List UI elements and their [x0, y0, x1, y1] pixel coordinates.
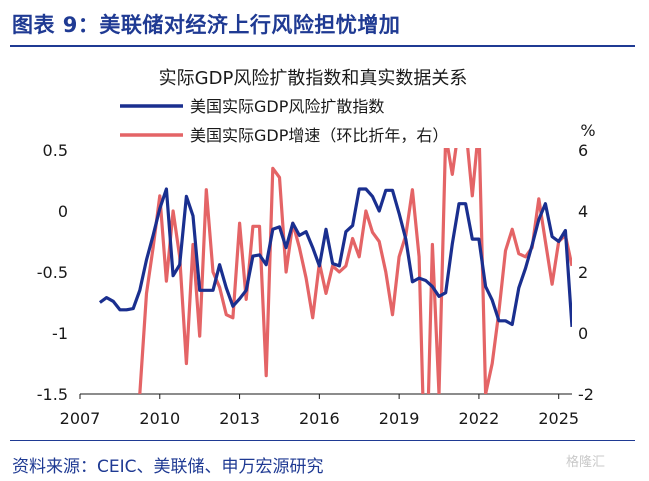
right-axis-unit: %: [580, 121, 595, 140]
right-tick-label: 4: [578, 202, 588, 221]
plot-area: [98, 148, 572, 394]
legend: 美国实际GDP风险扩散指数 美国实际GDP增速（环比折年，右）: [120, 97, 448, 145]
left-tick-label: -1.5: [37, 385, 68, 404]
right-tick-label: 6: [578, 141, 588, 160]
source-divider: [10, 440, 635, 441]
source-note: 资料来源：CEIC、美联储、申万宏源研究: [12, 457, 324, 477]
x-tick-label: 2007: [60, 409, 101, 428]
chart-title: 实际GDP风险扩散指数和真实数据关系: [159, 68, 468, 89]
axes: 2007 2010 2013 2016 2019 2022 2025 0.5 0 -0.5 -1 -1…: [37, 141, 594, 428]
left-tick-label: 0.5: [43, 141, 68, 160]
left-tick-label: -0.5: [37, 263, 68, 282]
series-line-gdp-growth: [138, 148, 572, 394]
figure-title: 图表 9：美联储对经济上行风险担忧增加: [12, 13, 401, 37]
x-tick-label: 2016: [299, 409, 340, 428]
x-tick-label: 2013: [219, 409, 260, 428]
left-tick-label: -1: [52, 324, 68, 343]
left-tick-label: 0: [58, 202, 68, 221]
right-tick-label: 0: [578, 324, 588, 343]
report-header: 图表 9：美联储对经济上行风险担忧增加: [0, 0, 649, 47]
header-divider: [10, 45, 635, 47]
right-tick-label: 2: [578, 263, 588, 282]
x-tick-label: 2019: [379, 409, 420, 428]
chart: 实际GDP风险扩散指数和真实数据关系 美国实际GDP风险扩散指数 美国实际GDP…: [37, 68, 596, 428]
series-line-risk-index: [98, 187, 572, 328]
right-tick-label: -2: [578, 385, 594, 404]
watermark-logo: 格隆汇: [566, 455, 606, 470]
legend-label-risk: 美国实际GDP风险扩散指数: [190, 97, 384, 116]
legend-label-gdp: 美国实际GDP增速（环比折年，右）: [190, 126, 448, 145]
x-tick-label: 2022: [459, 409, 500, 428]
x-tick-label: 2010: [139, 409, 180, 428]
x-tick-label: 2025: [538, 409, 579, 428]
